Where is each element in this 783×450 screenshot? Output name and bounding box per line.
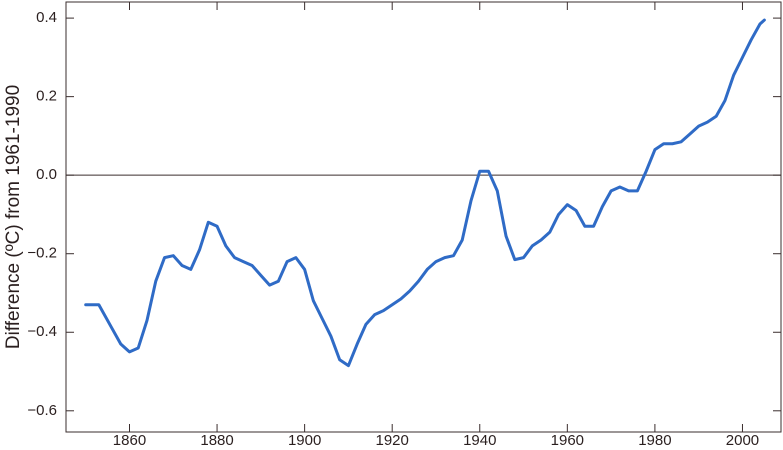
y-tick-label: −0.6	[27, 402, 57, 419]
data-line	[84, 18, 766, 368]
y-tick-label: 0.0	[36, 166, 57, 183]
y-tick-label: −0.4	[27, 323, 57, 340]
y-tick-label: 0.4	[36, 9, 57, 26]
x-tick-label: 1960	[551, 432, 584, 449]
y-tick-label: 0.2	[36, 88, 57, 105]
x-tick-label: 1920	[376, 432, 409, 449]
x-tick-label: 1940	[463, 432, 496, 449]
x-tick-label: 2000	[726, 432, 759, 449]
x-tick-label: 1880	[200, 432, 233, 449]
x-tick-label: 1860	[113, 432, 146, 449]
x-tick-label: 1980	[638, 432, 671, 449]
y-tick-label: −0.2	[27, 245, 57, 262]
y-axis-label: Difference (ºC) from 1961-1990	[3, 85, 24, 349]
plot-frame	[65, 1, 782, 433]
x-tick-label: 1900	[288, 432, 321, 449]
